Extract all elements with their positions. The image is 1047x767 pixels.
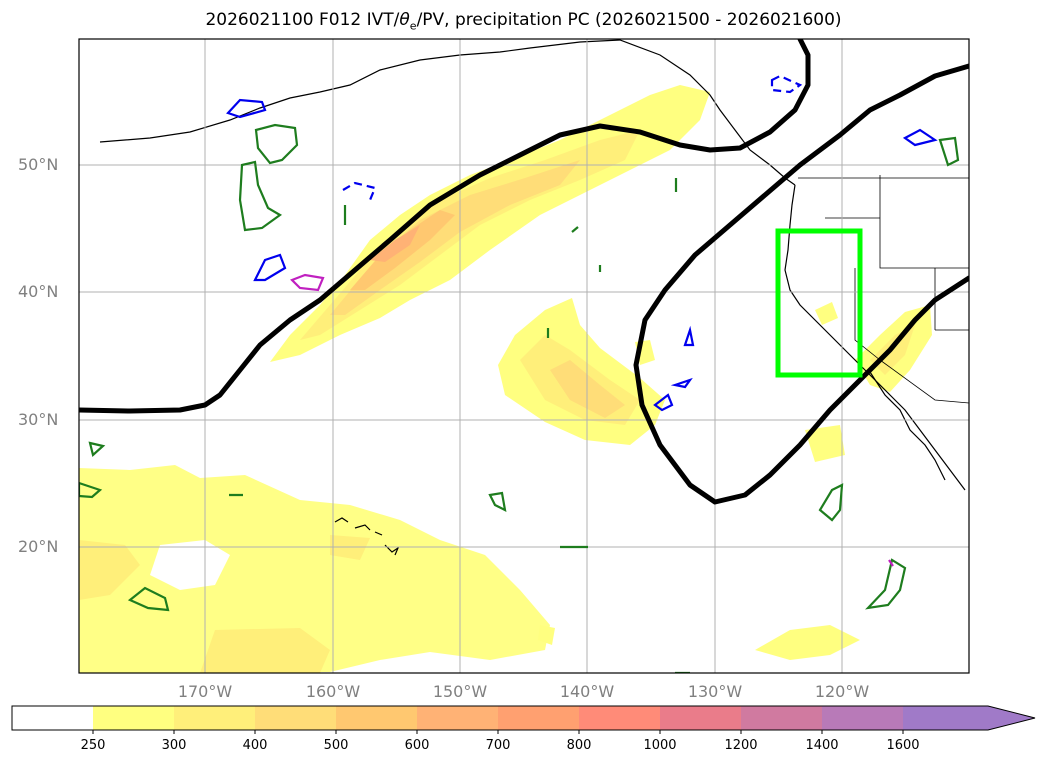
colorbar-tick-label: 1000 — [643, 738, 677, 753]
colorbar-segment — [174, 706, 256, 730]
colorbar-segment — [255, 706, 337, 730]
colorbar-segment — [579, 706, 661, 730]
colorbar-segment — [903, 706, 1035, 730]
lat-label-50n: 50°N — [18, 155, 59, 174]
colorbar-tick-label: 1600 — [886, 738, 920, 753]
colorbar-tick-label: 500 — [323, 738, 349, 753]
colorbar-segment — [93, 706, 175, 730]
colorbar-segment — [660, 706, 742, 730]
colorbar-tick-label: 700 — [485, 738, 511, 753]
pv-magenta-contours — [290, 273, 894, 567]
colorbar-segment — [498, 706, 580, 730]
colorbar-segments — [12, 706, 1035, 730]
lon-label-140w: 140°W — [559, 682, 615, 701]
coastlines — [99, 39, 966, 556]
lon-label-160w: 160°W — [305, 682, 361, 701]
colorbar — [11, 705, 1036, 734]
jet-trough — [633, 63, 969, 505]
ivt-south-region — [79, 465, 550, 673]
lon-label-170w: 170°W — [177, 682, 233, 701]
target-region-box — [775, 228, 863, 378]
map-plot — [78, 38, 970, 674]
north-america-coast — [784, 184, 966, 491]
pv-negative-contours — [226, 74, 938, 412]
lat-label-30n: 30°N — [18, 410, 59, 429]
colorbar-tick-label: 1200 — [724, 738, 758, 753]
lon-label-120w: 120°W — [814, 682, 870, 701]
colorbar-outline — [11, 705, 1036, 731]
colorbar-tick-label: 600 — [404, 738, 430, 753]
lat-label-20n: 20°N — [18, 537, 59, 556]
colorbar-tick-label: 300 — [161, 738, 187, 753]
hawaii — [334, 517, 400, 556]
colorbar-segment — [741, 706, 823, 730]
colorbar-tick-label: 1400 — [805, 738, 839, 753]
colorbar-tick-label: 800 — [566, 738, 592, 753]
jet-main-ridge — [79, 39, 811, 414]
gridlines — [79, 39, 969, 673]
colorbar-segment — [12, 706, 94, 730]
lon-label-130w: 130°W — [687, 682, 743, 701]
colorbar-segment — [417, 706, 499, 730]
map-frame — [78, 38, 970, 674]
alaska-coast — [99, 39, 796, 186]
lon-label-150w: 150°W — [432, 682, 488, 701]
colorbar-segment — [822, 706, 904, 730]
baja-coast — [869, 371, 946, 481]
colorbar-tick-label: 250 — [80, 738, 106, 753]
jet-contour — [79, 39, 969, 505]
pv-positive-contours — [79, 123, 960, 673]
colorbar-tick-label: 400 — [242, 738, 268, 753]
map-title: 2026021100 F012 IVT/θe/PV, precipitation… — [205, 10, 842, 33]
lat-label-40n: 40°N — [18, 282, 59, 301]
colorbar-segment — [336, 706, 418, 730]
